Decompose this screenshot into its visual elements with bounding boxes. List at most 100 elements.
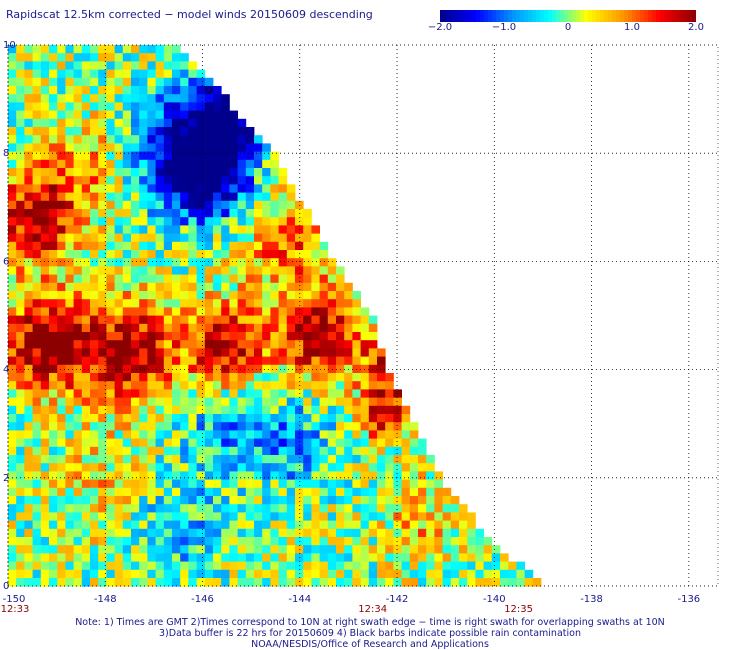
wind-difference-cell	[352, 307, 361, 316]
wind-difference-cell	[204, 200, 214, 210]
wind-difference-cell	[81, 455, 91, 464]
wind-difference-cell	[106, 45, 115, 54]
wind-difference-cell	[8, 61, 17, 70]
wind-difference-cell	[139, 340, 148, 349]
wind-difference-cell	[221, 118, 230, 128]
wind-difference-cell	[172, 397, 181, 407]
wind-difference-cell	[8, 77, 17, 87]
wind-difference-cell	[418, 561, 427, 571]
wind-difference-cell	[114, 94, 124, 103]
wind-difference-cell	[180, 77, 189, 87]
wind-difference-cell	[180, 340, 189, 349]
wind-difference-cell	[262, 414, 271, 423]
wind-difference-cell	[8, 315, 17, 325]
wind-difference-cell	[245, 569, 255, 579]
wind-difference-cell	[188, 323, 197, 333]
wind-difference-cell	[8, 323, 17, 333]
wind-difference-cell	[196, 569, 206, 579]
wind-difference-cell	[40, 209, 50, 218]
wind-difference-cell	[8, 348, 17, 357]
wind-difference-cell	[163, 414, 173, 423]
wind-difference-cell	[57, 143, 66, 152]
wind-difference-cell	[409, 487, 419, 497]
wind-difference-cell	[49, 118, 58, 128]
wind-difference-cell	[188, 364, 197, 374]
wind-difference-cell	[81, 192, 91, 202]
wind-difference-cell	[254, 332, 263, 341]
wind-difference-cell	[409, 504, 419, 513]
wind-difference-cell	[32, 569, 42, 579]
wind-difference-cell	[270, 282, 279, 292]
wind-difference-cell	[98, 381, 107, 390]
wind-difference-cell	[270, 258, 279, 267]
wind-difference-cell	[254, 438, 263, 448]
wind-difference-cell	[270, 192, 279, 202]
wind-difference-cell	[180, 487, 189, 497]
wind-difference-cell	[418, 504, 427, 513]
wind-difference-cell	[155, 487, 165, 497]
wind-difference-cell	[24, 463, 33, 472]
wind-difference-cell	[73, 282, 83, 292]
wind-difference-cell	[139, 233, 148, 243]
wind-difference-cell	[24, 69, 33, 79]
wind-difference-cell	[204, 135, 214, 144]
wind-difference-cell	[270, 356, 279, 366]
wind-difference-cell	[196, 438, 206, 448]
wind-difference-cell	[98, 430, 107, 439]
wind-difference-cell	[16, 307, 25, 316]
wind-difference-cell	[8, 414, 17, 423]
wind-difference-cell	[327, 315, 337, 325]
wind-difference-cell	[139, 282, 148, 292]
wind-difference-cell	[377, 479, 386, 489]
wind-difference-cell	[65, 168, 74, 177]
wind-difference-cell	[180, 381, 189, 390]
longitude-tick-label: -136	[677, 594, 700, 605]
wind-difference-cell	[360, 332, 370, 341]
wind-difference-cell	[114, 578, 124, 587]
wind-difference-cell	[336, 578, 345, 587]
wind-difference-cell	[49, 364, 58, 374]
wind-difference-cell	[106, 241, 115, 251]
wind-difference-cell	[360, 446, 370, 456]
wind-difference-cell	[401, 414, 411, 423]
wind-difference-cell	[237, 225, 247, 234]
wind-difference-cell	[295, 463, 304, 472]
wind-difference-cell	[16, 217, 25, 226]
wind-difference-cell	[237, 282, 247, 292]
wind-difference-cell	[147, 553, 156, 562]
wind-difference-cell	[139, 512, 148, 521]
wind-difference-cell	[352, 455, 361, 464]
colorbar-segment	[648, 10, 653, 22]
wind-difference-cell	[73, 258, 83, 267]
wind-difference-cell	[32, 356, 42, 366]
wind-difference-cell	[286, 364, 296, 374]
wind-difference-cell	[98, 159, 107, 169]
wind-difference-cell	[262, 487, 271, 497]
wind-difference-cell	[172, 323, 181, 333]
wind-difference-cell	[377, 561, 386, 571]
wind-difference-cell	[237, 463, 247, 472]
wind-difference-cell	[40, 315, 50, 325]
wind-difference-cell	[303, 381, 312, 390]
wind-difference-cell	[73, 53, 83, 62]
wind-difference-cell	[40, 537, 50, 546]
wind-difference-cell	[229, 545, 238, 554]
wind-difference-cell	[286, 438, 296, 448]
wind-difference-cell	[155, 225, 165, 234]
wind-difference-cell	[65, 438, 74, 448]
wind-difference-cell	[24, 438, 33, 448]
wind-difference-cell	[483, 578, 493, 587]
wind-difference-cell	[122, 463, 132, 472]
wind-difference-cell	[336, 307, 345, 316]
wind-difference-cell	[418, 446, 427, 456]
wind-difference-cell	[254, 348, 263, 357]
wind-difference-cell	[467, 512, 476, 521]
wind-difference-cell	[221, 545, 230, 554]
wind-difference-cell	[352, 471, 361, 480]
wind-difference-cell	[344, 487, 353, 497]
wind-difference-cell	[344, 438, 353, 448]
wind-difference-cell	[221, 176, 230, 185]
wind-difference-cell	[254, 537, 263, 546]
wind-difference-cell	[122, 545, 132, 554]
wind-difference-cell	[254, 250, 263, 259]
